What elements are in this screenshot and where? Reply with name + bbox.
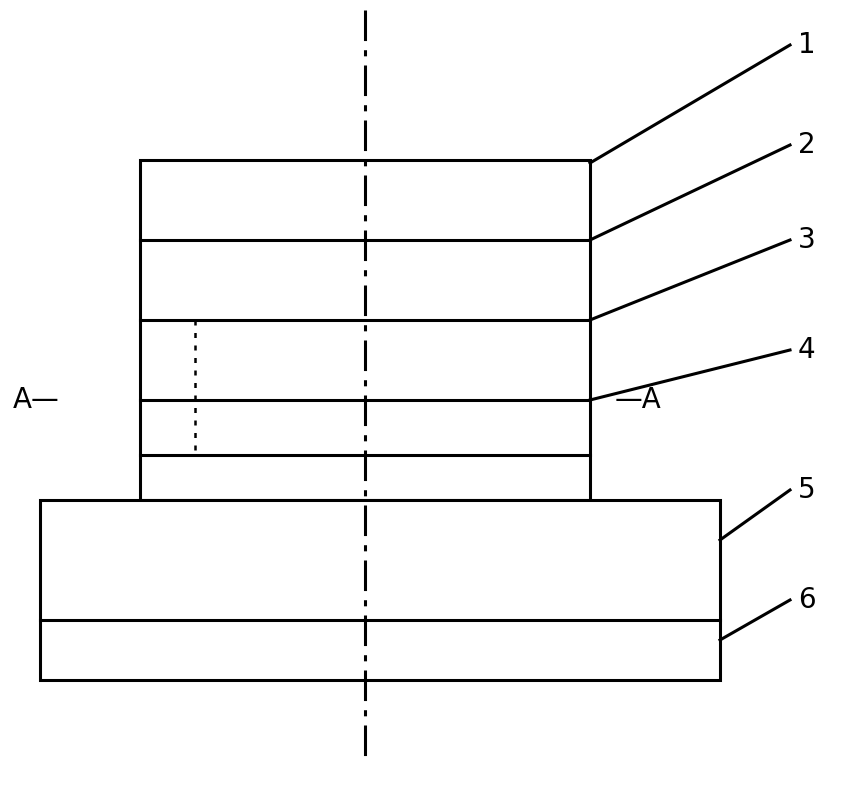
Text: 6: 6	[798, 586, 816, 614]
Text: —A: —A	[615, 386, 662, 414]
Text: 1: 1	[798, 31, 816, 59]
Text: 2: 2	[798, 131, 816, 159]
Text: A—: A—	[14, 386, 60, 414]
Text: 3: 3	[798, 226, 816, 254]
Text: 4: 4	[798, 336, 816, 364]
FancyBboxPatch shape	[40, 500, 720, 680]
Text: 5: 5	[798, 476, 816, 504]
FancyBboxPatch shape	[140, 160, 590, 500]
